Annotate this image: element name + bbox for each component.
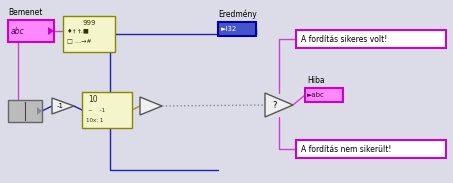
Polygon shape: [48, 27, 54, 35]
Text: 10: 10: [88, 96, 98, 104]
Text: A fordítás sikeres volt!: A fordítás sikeres volt!: [301, 35, 387, 44]
Bar: [82, 92, 132, 128]
Text: A fordítás nem sikerült!: A fordítás nem sikerült!: [301, 145, 391, 154]
Text: ►abc: ►abc: [307, 92, 325, 98]
Bar: [8, 20, 54, 42]
Text: abc: abc: [11, 27, 25, 36]
Text: 10x: 1: 10x: 1: [86, 117, 103, 122]
Text: ♦† †.■: ♦† †.■: [67, 29, 89, 33]
Bar: [305, 88, 343, 102]
Bar: [8, 100, 42, 122]
Text: 999: 999: [82, 20, 96, 26]
Bar: [63, 16, 115, 52]
Text: ~    -1: ~ -1: [88, 107, 105, 113]
Polygon shape: [140, 97, 162, 115]
Text: Bemenet: Bemenet: [8, 8, 43, 17]
Text: ►I32: ►I32: [221, 26, 237, 32]
Text: ?: ?: [272, 100, 276, 109]
Text: Eredmény: Eredmény: [218, 10, 257, 19]
Text: Hiba: Hiba: [307, 76, 325, 85]
Bar: [296, 140, 446, 158]
Bar: [218, 22, 256, 36]
Text: □ …→#: □ …→#: [67, 38, 92, 44]
Polygon shape: [37, 107, 42, 115]
Polygon shape: [52, 98, 74, 114]
Polygon shape: [265, 93, 293, 117]
Text: -1: -1: [57, 103, 64, 109]
Bar: [296, 30, 446, 48]
